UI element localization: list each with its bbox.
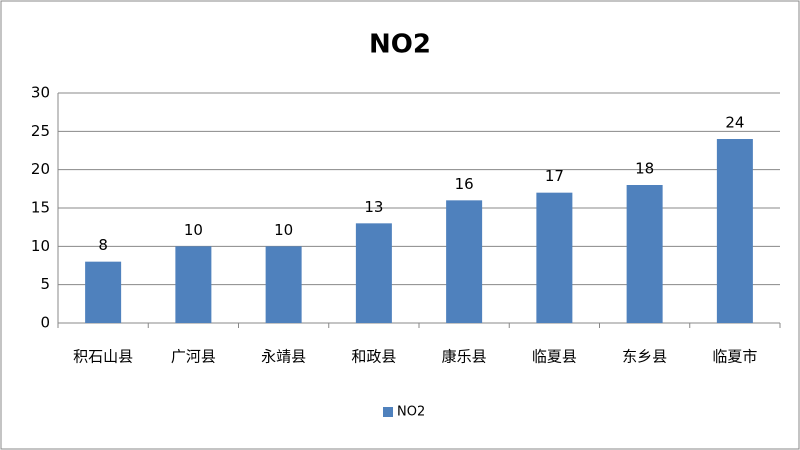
y-tick-label: 10 bbox=[31, 237, 50, 255]
bar bbox=[265, 246, 302, 323]
data-label: 10 bbox=[274, 221, 293, 239]
bar bbox=[716, 139, 753, 323]
y-tick-label: 0 bbox=[40, 314, 50, 332]
x-tick-label: 积石山县 bbox=[73, 348, 133, 366]
bar bbox=[175, 246, 212, 323]
x-tick-label: 永靖县 bbox=[261, 348, 306, 366]
x-tick-label: 东乡县 bbox=[622, 348, 667, 366]
y-tick-label: 15 bbox=[31, 199, 50, 217]
data-label: 17 bbox=[545, 167, 564, 185]
data-label: 8 bbox=[98, 236, 108, 254]
x-tick-label: 和政县 bbox=[351, 348, 396, 366]
y-tick-label: 25 bbox=[31, 122, 50, 140]
y-tick-label: 30 bbox=[31, 84, 50, 102]
x-tick-label: 临夏市 bbox=[712, 348, 757, 366]
legend-label: NO2 bbox=[397, 405, 425, 420]
x-tick-label: 临夏县 bbox=[532, 348, 577, 366]
x-tick-label: 康乐县 bbox=[442, 348, 487, 366]
data-label: 16 bbox=[455, 175, 474, 193]
x-tick-label: 广河县 bbox=[171, 348, 216, 366]
chart-title: NO2 bbox=[369, 30, 431, 60]
data-label: 13 bbox=[364, 198, 383, 216]
data-label: 24 bbox=[725, 114, 744, 132]
bar bbox=[626, 185, 663, 323]
bar bbox=[85, 261, 122, 323]
bar bbox=[355, 223, 392, 323]
data-label: 10 bbox=[184, 221, 203, 239]
bar bbox=[446, 200, 483, 323]
data-label: 18 bbox=[635, 160, 654, 178]
bar bbox=[536, 192, 573, 323]
y-tick-label: 20 bbox=[31, 160, 50, 178]
y-tick-label: 5 bbox=[40, 275, 50, 293]
legend-swatch bbox=[383, 407, 393, 417]
